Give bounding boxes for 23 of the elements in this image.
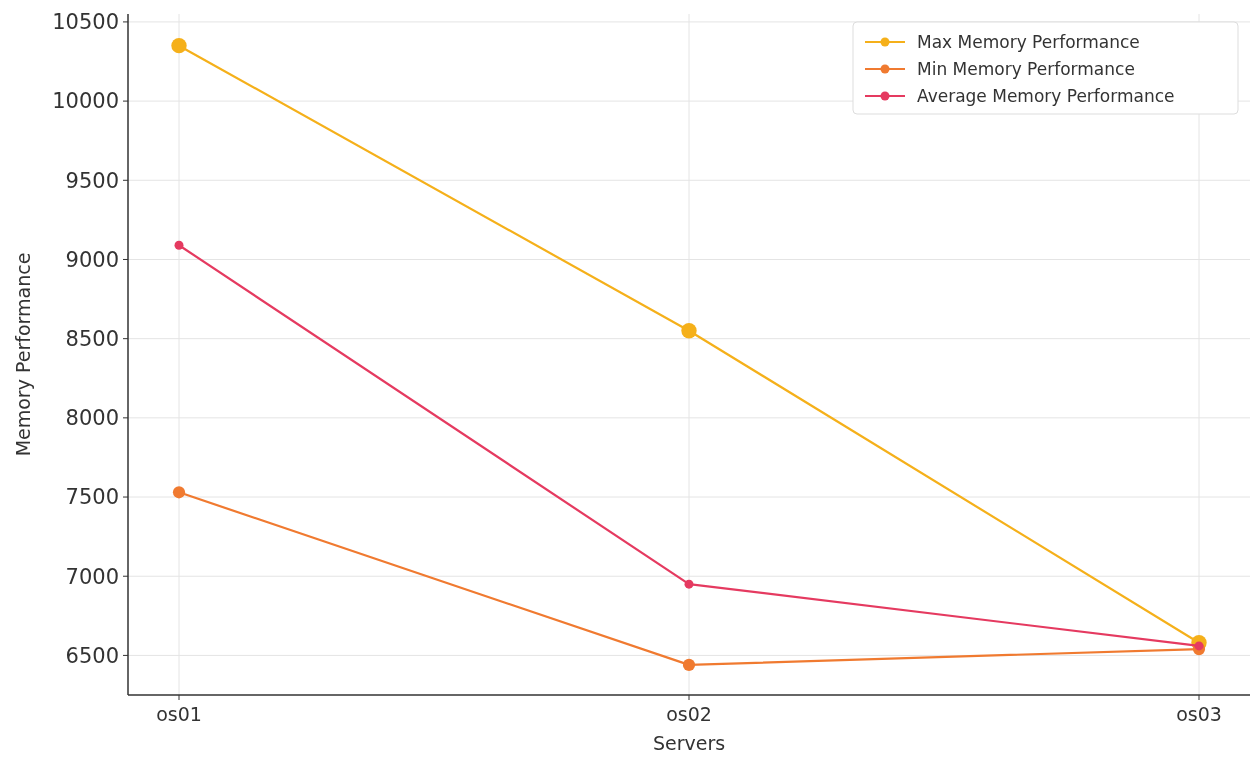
x-axis-title: Servers <box>652 732 726 754</box>
y-tick-label: 7500 <box>65 485 119 510</box>
y-tick-label: 10000 <box>52 89 119 114</box>
y-tick-label: 7000 <box>65 564 119 589</box>
y-tick-label: 8500 <box>65 327 119 352</box>
legend-label: Max Memory Performance <box>917 31 1140 52</box>
point <box>681 323 697 339</box>
y-tick-label: 9500 <box>65 168 119 193</box>
legend-label: Average Memory Performance <box>917 85 1175 106</box>
x-tick-label: os03 <box>1176 703 1222 725</box>
point <box>171 37 187 54</box>
legend-label: Min Memory Performance <box>917 58 1135 79</box>
point <box>682 658 696 672</box>
point <box>172 486 186 499</box>
point <box>174 240 184 250</box>
y-tick-label: 9000 <box>65 247 119 272</box>
y-tick-label: 6500 <box>65 643 119 668</box>
x-tick-label: os01 <box>156 703 202 725</box>
point <box>684 579 694 589</box>
x-tick-label: os02 <box>666 703 712 725</box>
y-tick-label: 10500 <box>52 10 119 35</box>
y-tick-label: 8000 <box>65 406 119 431</box>
y-axis-title: Memory Performance <box>12 252 34 457</box>
